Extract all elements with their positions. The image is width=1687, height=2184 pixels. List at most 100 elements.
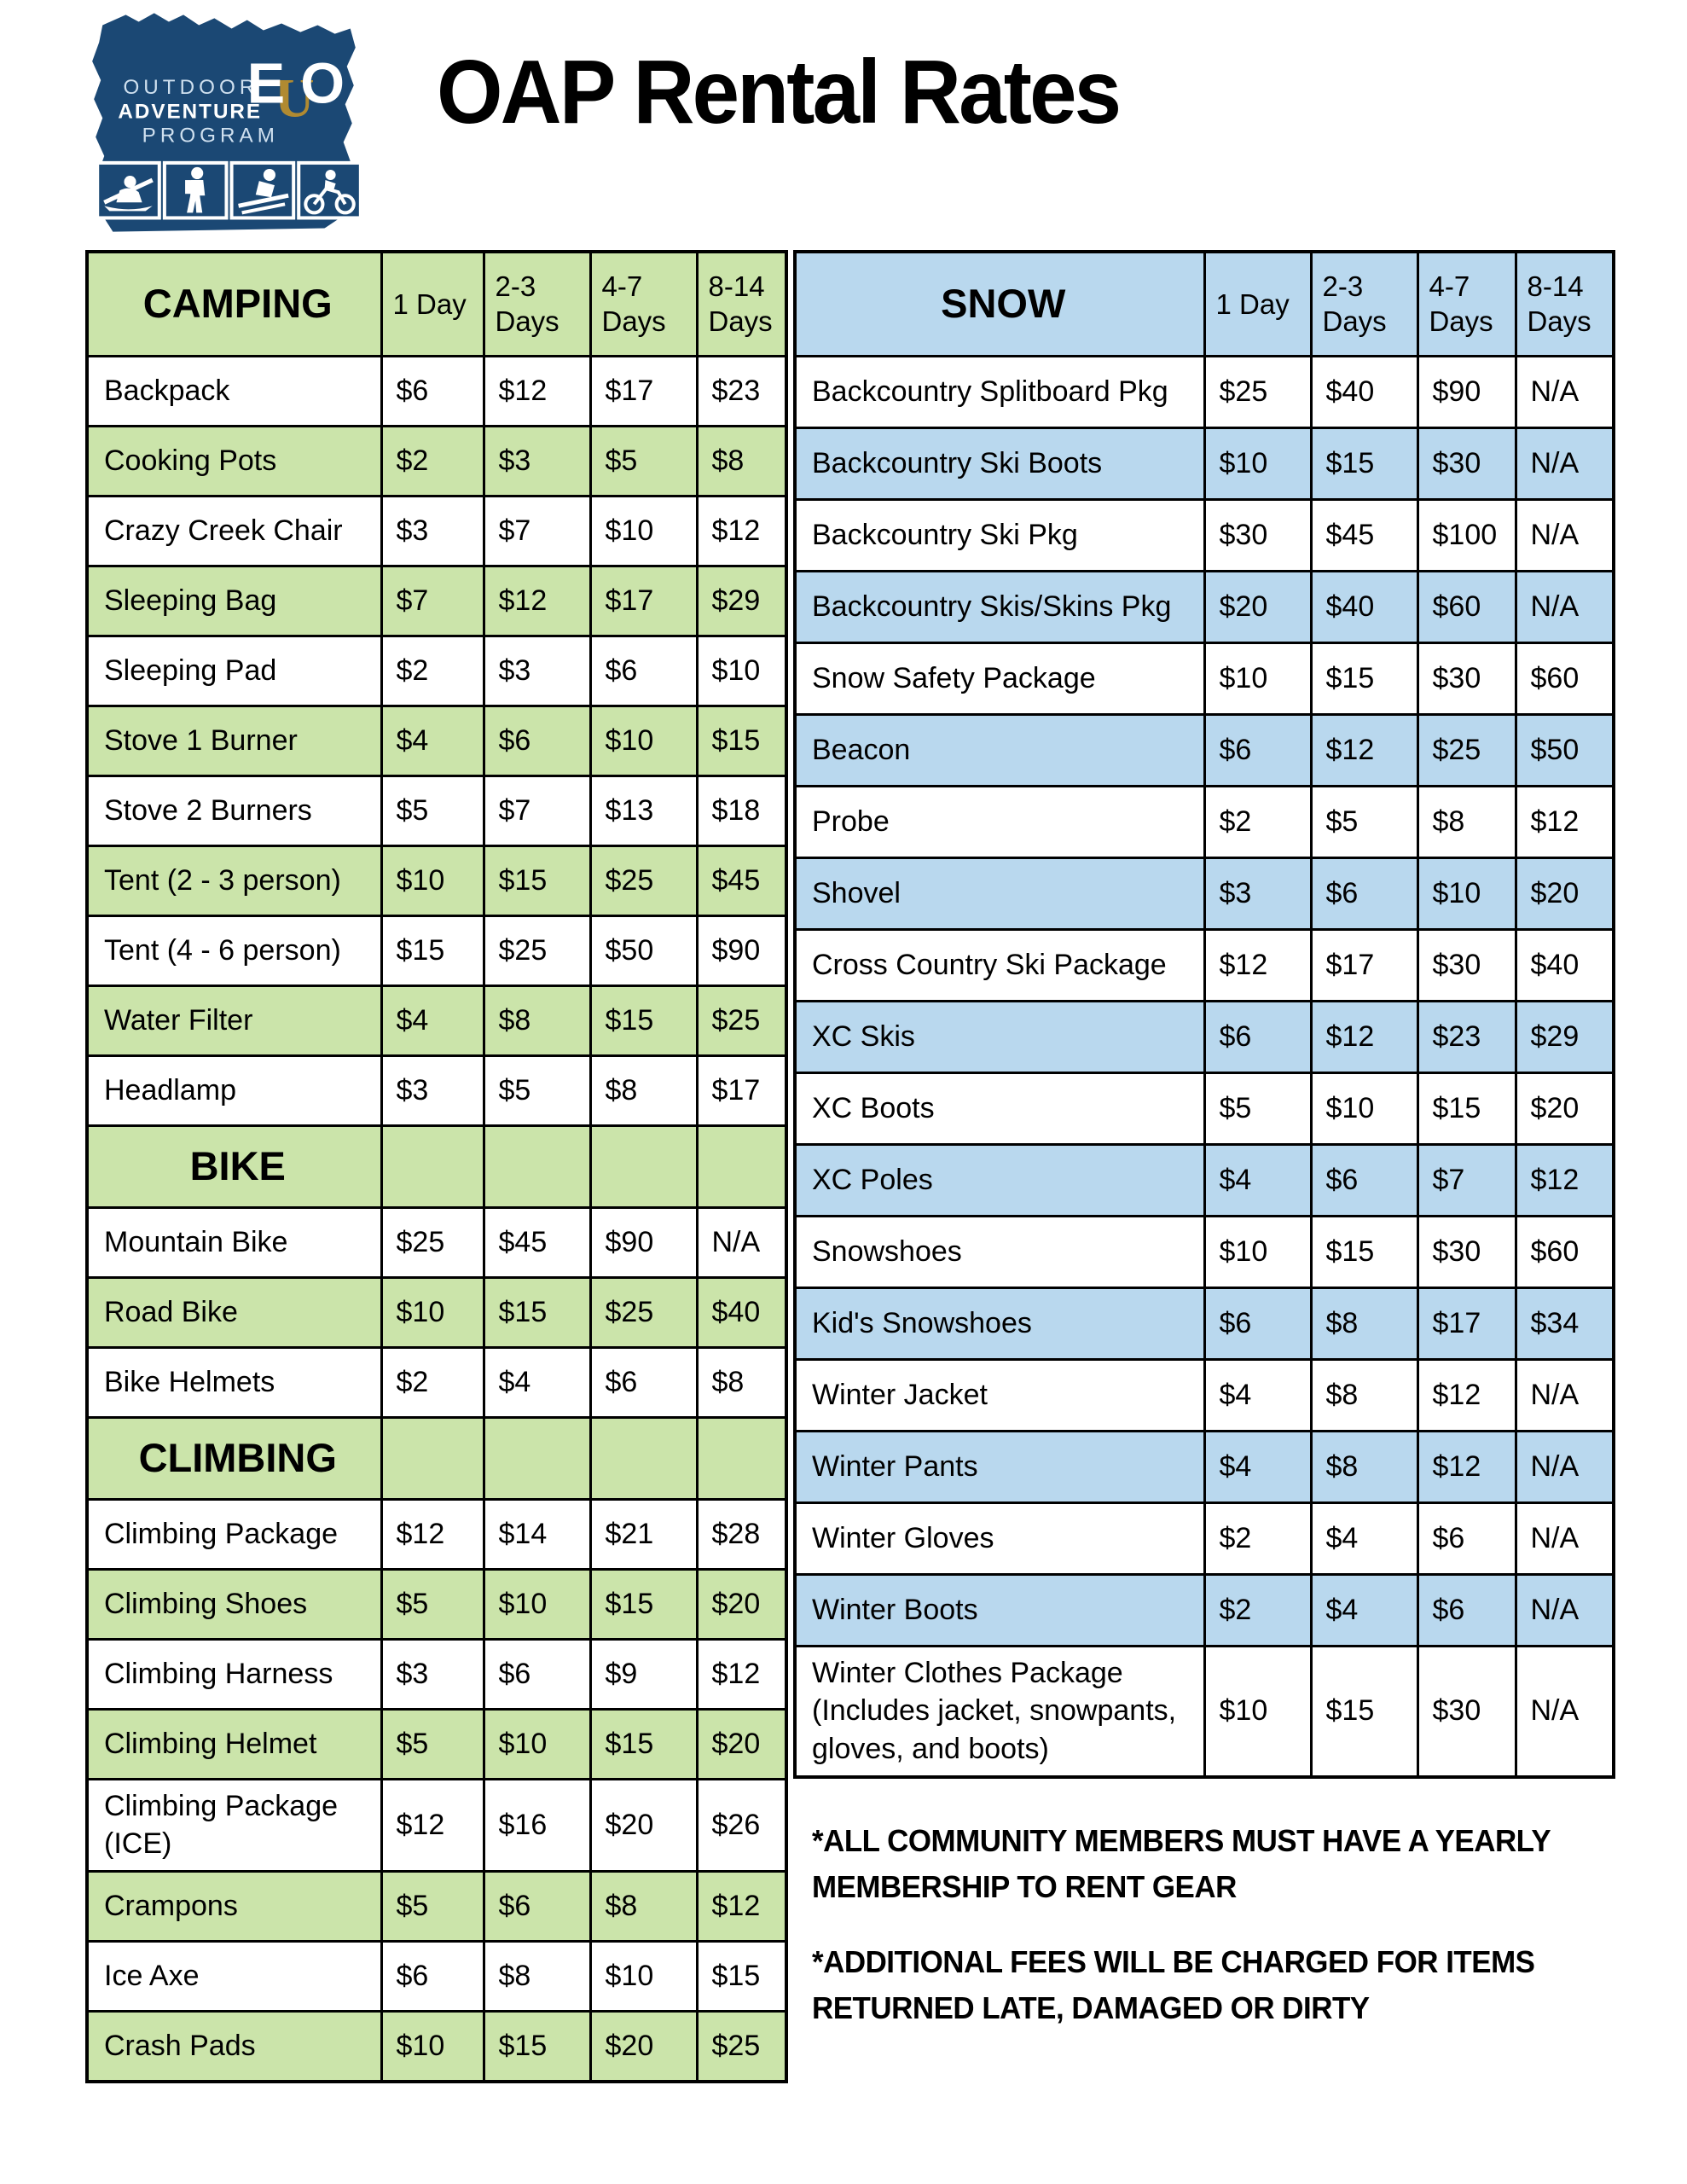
item-name: Stove 2 Burners xyxy=(85,774,383,847)
price-cell: $25 xyxy=(695,984,788,1057)
price-cell: $15 xyxy=(1309,1214,1419,1289)
table-row: Snow Safety Package $10 $15 $30 $60 xyxy=(793,641,1615,716)
section-header-snow: SNOW 1 Day 2-3 Days 4-7 Days 8-14 Days xyxy=(793,250,1615,357)
table-row: Climbing Helmet $5 $10 $15 $20 xyxy=(85,1707,788,1780)
table-row: Backpack $6 $12 $17 $23 xyxy=(85,354,788,427)
price-cell: $3 xyxy=(482,634,592,707)
logo-org-line3: PROGRAM xyxy=(142,125,279,148)
price-cell: $12 xyxy=(1203,927,1313,1002)
table-row: Winter Clothes Package (Includes jacket,… xyxy=(793,1644,1615,1779)
price-cell: $6 xyxy=(588,1345,699,1419)
table-row: Kid's Snowshoes $6 $8 $17 $34 xyxy=(793,1286,1615,1361)
table-row: Backcountry Ski Boots $10 $15 $30 N/A xyxy=(793,426,1615,501)
price-cell: $10 xyxy=(482,1567,592,1641)
price-cell: $100 xyxy=(1416,497,1517,572)
column-header: 2-3 Days xyxy=(1309,250,1419,357)
price-cell: $30 xyxy=(1416,927,1517,1002)
item-name: Headlamp xyxy=(85,1054,383,1127)
price-cell: $25 xyxy=(1203,354,1313,429)
price-cell: N/A xyxy=(1514,1644,1615,1779)
price-cell: $12 xyxy=(1416,1357,1517,1432)
price-cell: $20 xyxy=(588,1777,699,1873)
price-cell: $29 xyxy=(695,564,788,637)
column-header: 4-7 Days xyxy=(588,250,699,357)
price-cell: $18 xyxy=(695,774,788,847)
item-name: XC Skis xyxy=(793,999,1206,1074)
item-name: Snowshoes xyxy=(793,1214,1206,1289)
price-cell: $5 xyxy=(482,1054,592,1127)
table-row: Tent (4 - 6 person) $15 $25 $50 $90 xyxy=(85,914,788,987)
price-cell: $3 xyxy=(380,1637,485,1711)
table-row: Shovel $3 $6 $10 $20 xyxy=(793,856,1615,931)
price-cell: $25 xyxy=(588,1275,699,1349)
item-name: Winter Boots xyxy=(793,1572,1206,1647)
price-cell: $6 xyxy=(1309,856,1419,931)
price-cell: $2 xyxy=(1203,784,1313,859)
table-row: Crazy Creek Chair $3 $7 $10 $12 xyxy=(85,494,788,567)
item-name: Winter Gloves xyxy=(793,1501,1206,1576)
price-cell: $4 xyxy=(1309,1501,1419,1576)
table-row: Winter Boots $2 $4 $6 N/A xyxy=(793,1572,1615,1647)
price-cell: $15 xyxy=(588,1707,699,1780)
table-row: Ice Axe $6 $8 $10 $15 xyxy=(85,1940,788,2013)
price-cell: $12 xyxy=(695,494,788,567)
table-row: XC Skis $6 $12 $23 $29 xyxy=(793,999,1615,1074)
price-cell: $25 xyxy=(1416,712,1517,787)
price-cell: $50 xyxy=(1514,712,1615,787)
price-cell: $2 xyxy=(1203,1501,1313,1576)
price-cell: $12 xyxy=(482,564,592,637)
column-header: 4-7 Days xyxy=(1416,250,1517,357)
column-header: 2-3 Days xyxy=(482,250,592,357)
price-cell: $8 xyxy=(1309,1429,1419,1504)
price-cell: $10 xyxy=(1203,426,1313,501)
empty-header-cell xyxy=(588,1415,699,1501)
hiker-icon xyxy=(162,160,229,220)
price-cell: $12 xyxy=(1309,712,1419,787)
table-row: Crash Pads $10 $15 $20 $25 xyxy=(85,2010,788,2083)
price-cell: $7 xyxy=(482,494,592,567)
price-cell: $5 xyxy=(380,1870,485,1943)
price-cell: $6 xyxy=(1416,1572,1517,1647)
empty-header-cell xyxy=(380,1415,485,1501)
empty-header-cell xyxy=(695,1124,788,1209)
price-cell: $8 xyxy=(1309,1357,1419,1432)
price-cell: $8 xyxy=(1309,1286,1419,1361)
item-name: Winter Clothes Package (Includes jacket,… xyxy=(793,1644,1206,1779)
item-name: Winter Jacket xyxy=(793,1357,1206,1432)
price-cell: $5 xyxy=(380,1567,485,1641)
table-row: XC Boots $5 $10 $15 $20 xyxy=(793,1071,1615,1146)
item-name: Crazy Creek Chair xyxy=(85,494,383,567)
price-cell: $15 xyxy=(695,704,788,777)
logo-monogram-o: O xyxy=(300,52,345,115)
price-cell: $4 xyxy=(380,984,485,1057)
price-cell: $20 xyxy=(1514,856,1615,931)
price-cell: $2 xyxy=(380,424,485,497)
price-cell: $21 xyxy=(588,1497,699,1571)
logo-org-line1: OUTDOOR xyxy=(123,76,258,99)
item-name: Cooking Pots xyxy=(85,424,383,497)
price-cell: $30 xyxy=(1416,1644,1517,1779)
section-title: BIKE xyxy=(85,1124,383,1209)
price-cell: $16 xyxy=(482,1777,592,1873)
item-name: Probe xyxy=(793,784,1206,859)
price-cell: $10 xyxy=(1203,1644,1313,1779)
price-cell: $10 xyxy=(695,634,788,707)
price-cell: $10 xyxy=(588,1940,699,2013)
table-row: Mountain Bike $25 $45 $90 N/A xyxy=(85,1205,788,1279)
column-header: 1 Day xyxy=(380,250,485,357)
table-row: Bike Helmets $2 $4 $6 $8 xyxy=(85,1345,788,1419)
price-cell: $6 xyxy=(1203,712,1313,787)
empty-header-cell xyxy=(380,1124,485,1209)
price-cell: $10 xyxy=(380,2010,485,2083)
page-title: OAP Rental Rates xyxy=(437,42,1122,142)
item-name: Ice Axe xyxy=(85,1940,383,2013)
price-cell: $60 xyxy=(1514,1214,1615,1289)
price-cell: $4 xyxy=(482,1345,592,1419)
price-cell: $12 xyxy=(1514,1142,1615,1217)
camping-bike-climbing-table: CAMPING 1 Day 2-3 Days 4-7 Days 8-14 Days Bac… xyxy=(85,250,788,2083)
section-header-camping: CAMPING 1 Day 2-3 Days 4-7 Days 8-14 Days xyxy=(85,250,788,357)
price-cell: $10 xyxy=(588,494,699,567)
price-cell: N/A xyxy=(695,1205,788,1279)
price-cell: $2 xyxy=(1203,1572,1313,1647)
